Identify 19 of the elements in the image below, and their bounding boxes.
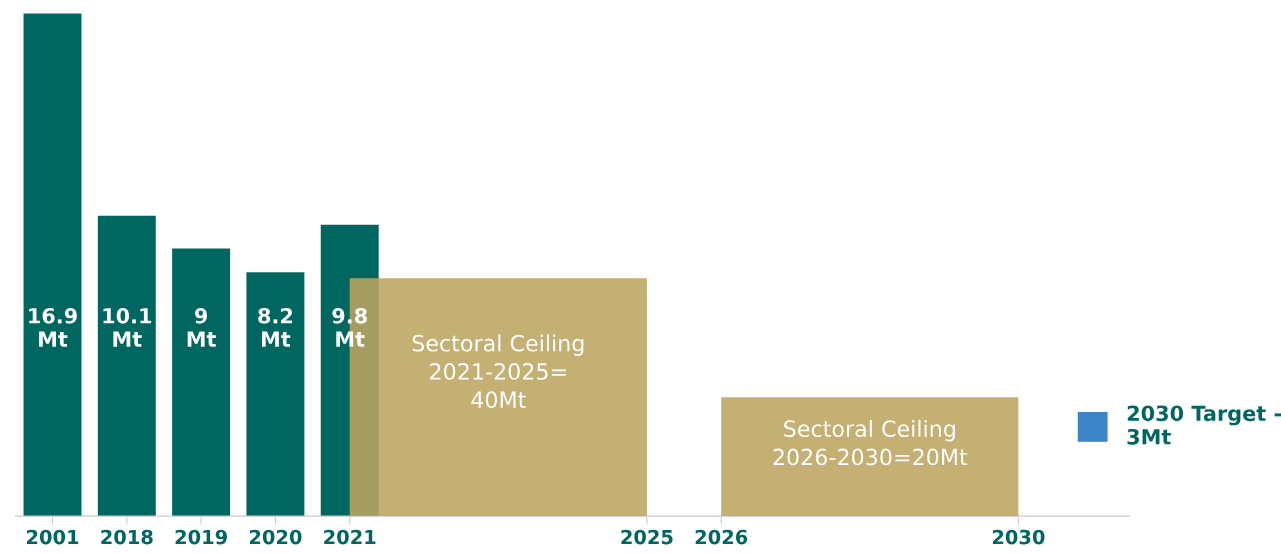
x-tick-label: 2019 <box>175 529 227 545</box>
annotation: Sectoral Ceiling 2021-2025= 40Mt <box>412 334 584 409</box>
x-tick-label: 2018 <box>101 529 153 545</box>
data-label: 8.2 Mt <box>258 307 293 347</box>
data-label: 9 Mt <box>187 307 216 347</box>
bar <box>23 13 82 517</box>
data-label: 10.1 Mt <box>103 307 152 347</box>
x-tick-label: 2020 <box>249 529 302 545</box>
annotation: 2030 Target - 3Mt <box>1127 405 1281 445</box>
bar <box>172 248 231 517</box>
bar <box>97 215 156 517</box>
annotation: Sectoral Ceiling 2026-2030=20Mt <box>773 419 968 466</box>
x-tick-label: 2001 <box>27 529 79 545</box>
x-tick-label: 2030 <box>992 529 1045 545</box>
data-label: 16.9 Mt <box>29 307 77 347</box>
x-tick-label: 2026 <box>695 529 748 545</box>
x-tick-label: 2025 <box>621 529 673 545</box>
bar <box>246 272 305 517</box>
x-tick-label: 2021 <box>324 529 376 545</box>
